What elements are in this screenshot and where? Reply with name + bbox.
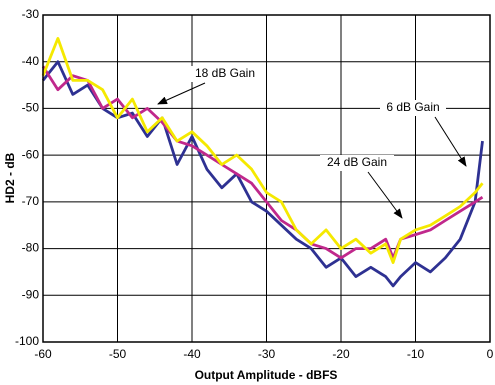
x-tick-label: -40 xyxy=(183,347,201,361)
series-label: 24 dB Gain xyxy=(327,155,387,169)
arrow xyxy=(367,171,403,219)
y-tick-label: -40 xyxy=(22,54,40,68)
x-tick-label: -10 xyxy=(407,347,425,361)
arrow xyxy=(434,116,467,167)
y-tick-label: -30 xyxy=(22,7,40,21)
series-line xyxy=(41,37,484,264)
y-tick-label: -70 xyxy=(22,194,40,208)
annotations: 18 dB Gain 6 dB Gain 24 dB Gain xyxy=(157,66,467,219)
y-tick-label: -100 xyxy=(15,334,39,348)
y-axis-label: HD2 - dB xyxy=(3,152,17,203)
label-bg xyxy=(188,66,262,82)
series-label: 6 dB Gain xyxy=(386,100,439,114)
label-bg xyxy=(320,155,394,171)
series-line xyxy=(41,60,484,288)
x-tick-label: -30 xyxy=(258,347,276,361)
x-tick-label: 0 xyxy=(487,347,494,361)
y-tick-label: -60 xyxy=(22,147,40,161)
x-tick-label: -50 xyxy=(109,347,127,361)
x-tick-label: -60 xyxy=(34,347,52,361)
y-tick-label: -90 xyxy=(22,287,40,301)
plot-frame xyxy=(42,14,491,343)
x-tick-label: -20 xyxy=(332,347,350,361)
x-axis-label: Output Amplitude - dBFS xyxy=(195,368,338,382)
y-tick-label: -80 xyxy=(22,241,40,255)
label-bg xyxy=(380,100,446,116)
series-line xyxy=(41,65,484,260)
y-tick-label: -50 xyxy=(22,101,40,115)
series-label: 18 dB Gain xyxy=(195,66,255,80)
arrow xyxy=(157,82,206,105)
